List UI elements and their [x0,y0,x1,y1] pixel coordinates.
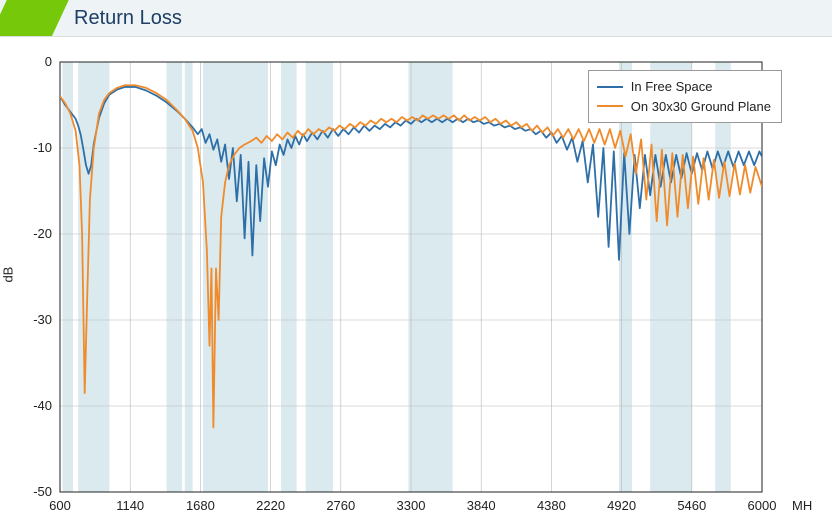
legend-item: In Free Space [597,77,771,97]
svg-text:3300: 3300 [397,498,426,513]
chart-title: Return Loss [74,7,182,30]
svg-text:-30: -30 [33,312,52,327]
svg-text:MHz: MHz [792,498,812,513]
svg-text:2760: 2760 [326,498,355,513]
svg-text:-50: -50 [33,484,52,499]
svg-text:600: 600 [49,498,71,513]
legend-label: In Free Space [631,77,713,97]
svg-text:1680: 1680 [186,498,215,513]
svg-text:-10: -10 [33,140,52,155]
svg-text:2220: 2220 [256,498,285,513]
y-axis-label: dB [1,267,16,283]
svg-text:0: 0 [45,54,52,69]
chart-container: 600 1140 1680 2220 2760 3300 3840 4380 4920 5460 6… [20,48,812,518]
svg-text:4920: 4920 [607,498,636,513]
title-accent [0,0,69,36]
legend-swatch [597,86,623,88]
chart-legend: In Free SpaceOn 30x30 Ground Plane [588,70,782,123]
legend-item: On 30x30 Ground Plane [597,97,771,117]
svg-text:3840: 3840 [467,498,496,513]
svg-text:-40: -40 [33,398,52,413]
title-bar: Return Loss [0,0,832,37]
legend-label: On 30x30 Ground Plane [631,97,771,117]
svg-text:6000: 6000 [748,498,777,513]
svg-text:4380: 4380 [537,498,566,513]
svg-text:-20: -20 [33,226,52,241]
svg-text:5460: 5460 [677,498,706,513]
svg-text:1140: 1140 [116,498,144,513]
legend-swatch [597,105,623,107]
